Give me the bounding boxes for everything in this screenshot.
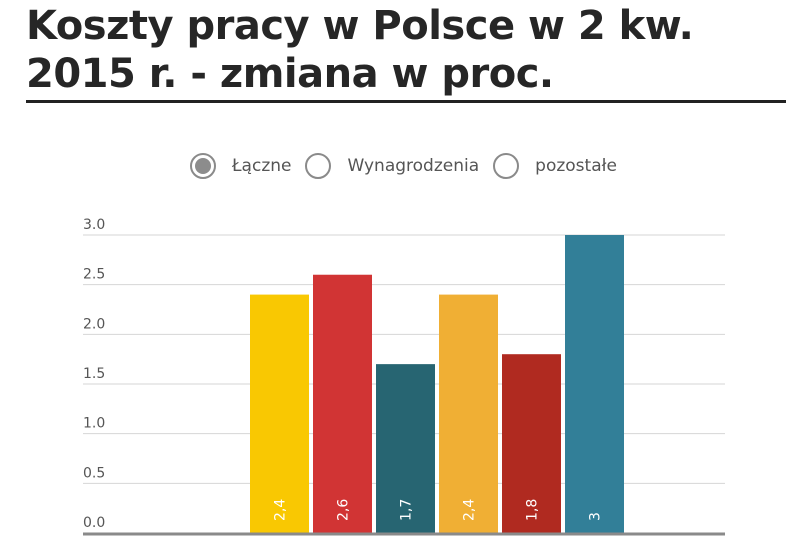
bar: [565, 235, 624, 533]
series-selector: Łączne Wynagrodzenia pozostałe: [190, 151, 631, 181]
option-wynagrodzenia-label: Wynagrodzenia: [347, 156, 480, 176]
bar-chart: 0.0 0.5 1.0 1.5 2.0 2.5 3.0 2,4 2,6 1,7 2,4 1,8 3: [83, 217, 725, 536]
y-tick-label: 2.5: [83, 267, 105, 283]
bar-value-label: 2,6: [336, 499, 352, 521]
option-wynagrodzenia[interactable]: Wynagrodzenia: [305, 153, 479, 179]
bar: [376, 364, 435, 533]
bar: [439, 294, 498, 533]
y-tick-label: 1.0: [83, 416, 105, 432]
bar-value-label: 2,4: [462, 499, 478, 521]
option-pozostale-label: pozostałe: [535, 156, 617, 176]
radio-laczne[interactable]: [190, 153, 216, 179]
bar: [502, 354, 561, 533]
option-laczne[interactable]: Łączne: [190, 153, 291, 179]
y-tick-label: 3.0: [83, 217, 105, 233]
bar-value-label: 1,8: [525, 499, 541, 521]
bar-value-label: 2,4: [273, 499, 289, 521]
y-tick-label: 0.5: [83, 465, 105, 481]
bar: [313, 274, 372, 533]
bar-value-label: 3: [588, 512, 604, 521]
chart-title: Koszty pracy w Polsce w 2 kw. 2015 r. - …: [26, 3, 694, 97]
bar-value-label: 1,7: [399, 499, 415, 521]
option-laczne-label: Łączne: [232, 156, 292, 176]
option-pozostale[interactable]: pozostałe: [493, 153, 617, 179]
radio-selected-dot: [195, 158, 211, 174]
radio-wynagrodzenia[interactable]: [305, 153, 332, 179]
y-tick-label: 0.0: [83, 515, 105, 531]
bar: [250, 294, 309, 533]
y-tick-label: 1.5: [83, 366, 105, 382]
title-underline: [26, 100, 786, 103]
radio-pozostale[interactable]: [493, 153, 520, 179]
y-tick-label: 2.0: [83, 316, 105, 332]
